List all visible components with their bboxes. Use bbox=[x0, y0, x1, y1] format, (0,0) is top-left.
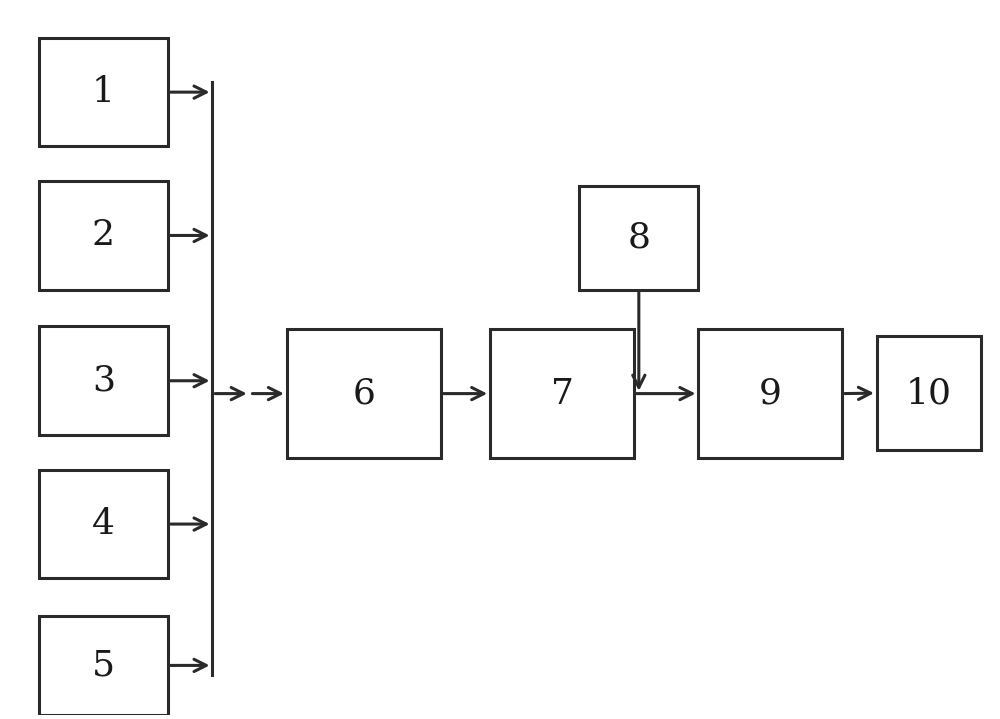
Bar bbox=[877, 336, 981, 450]
Bar bbox=[490, 329, 634, 458]
Bar bbox=[39, 616, 168, 715]
Text: 1: 1 bbox=[92, 75, 115, 109]
Text: 8: 8 bbox=[627, 221, 650, 255]
Bar bbox=[698, 329, 842, 458]
Bar bbox=[39, 38, 168, 147]
Text: 4: 4 bbox=[92, 507, 115, 541]
Bar bbox=[287, 329, 441, 458]
Bar bbox=[39, 326, 168, 435]
Bar bbox=[39, 470, 168, 578]
Text: 2: 2 bbox=[92, 219, 115, 252]
Text: 9: 9 bbox=[759, 377, 782, 411]
Text: 6: 6 bbox=[352, 377, 375, 411]
Text: 10: 10 bbox=[906, 376, 952, 410]
Text: 7: 7 bbox=[551, 377, 573, 411]
Bar bbox=[579, 186, 698, 290]
Text: 3: 3 bbox=[92, 364, 115, 398]
Text: 5: 5 bbox=[92, 649, 115, 682]
Bar bbox=[39, 181, 168, 290]
